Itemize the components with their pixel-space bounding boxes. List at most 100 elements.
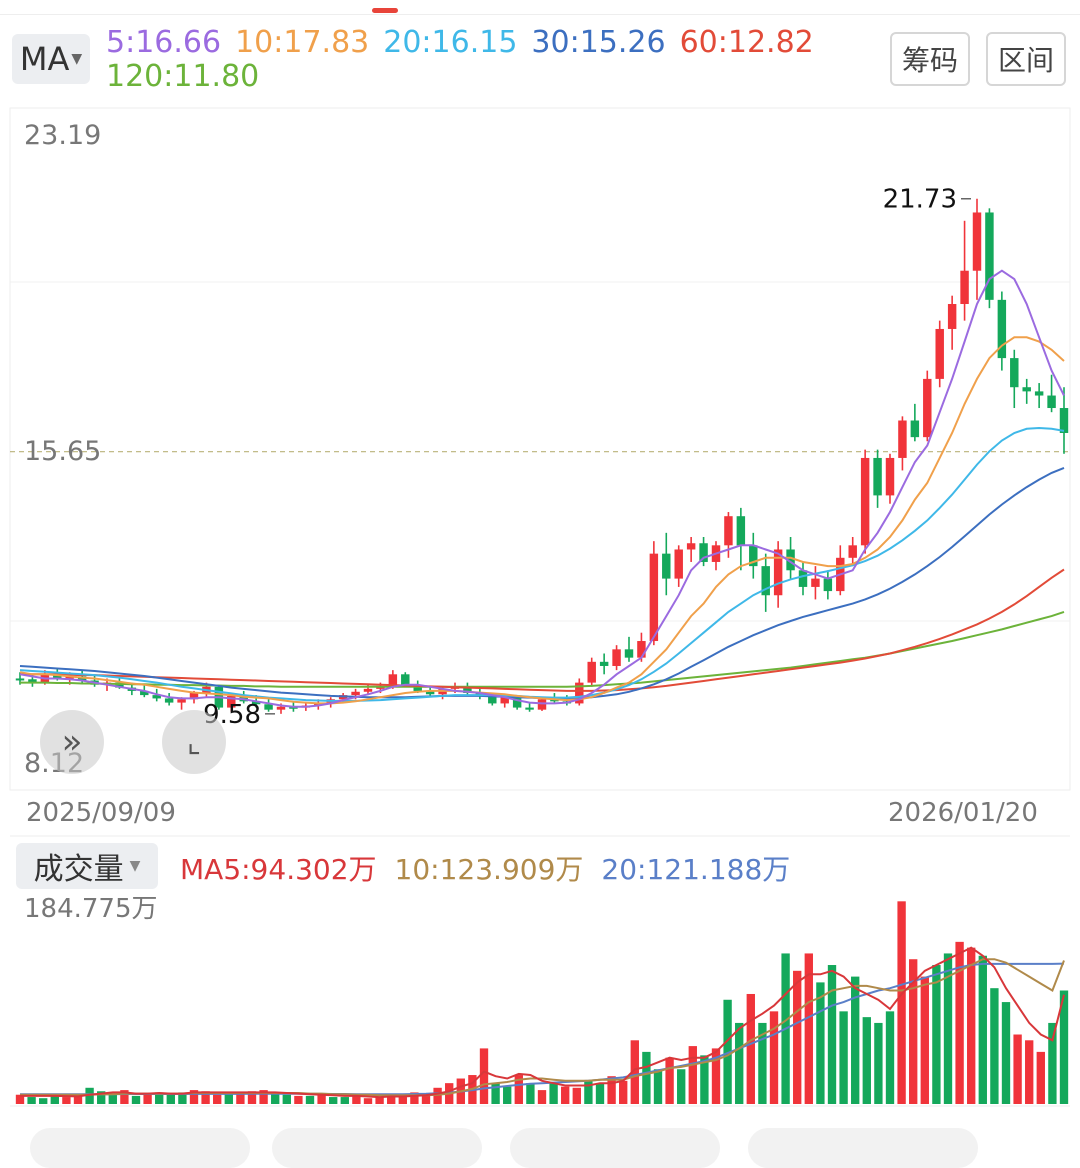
volume-bar bbox=[15, 1094, 25, 1104]
volume-bar bbox=[329, 1097, 338, 1104]
volume-bar bbox=[769, 1011, 779, 1104]
bottom-tab-1[interactable] bbox=[30, 1128, 250, 1168]
candle-body bbox=[761, 566, 770, 596]
volume-bar bbox=[27, 1097, 36, 1104]
volume-bar bbox=[978, 955, 987, 1104]
price-panel-frame bbox=[9, 107, 1071, 791]
volume-bar bbox=[213, 1094, 222, 1104]
volume-bar bbox=[874, 1022, 883, 1104]
bottom-tab-2[interactable] bbox=[272, 1128, 482, 1168]
volume-bar bbox=[410, 1092, 419, 1104]
candle-body bbox=[898, 420, 907, 458]
candle-body bbox=[599, 661, 609, 666]
bottom-tab-4[interactable] bbox=[748, 1128, 978, 1168]
volume-bar bbox=[711, 1048, 721, 1104]
candle-body bbox=[724, 516, 733, 546]
volume-bar bbox=[967, 947, 976, 1104]
vol-ma5-value: MA5:94.302万 bbox=[180, 853, 377, 886]
volume-bar bbox=[1025, 1040, 1034, 1104]
volume-bar bbox=[1059, 990, 1069, 1104]
fullscreen-icon[interactable]: ⌞ bbox=[162, 710, 226, 774]
candle-body bbox=[1047, 395, 1056, 409]
range-button[interactable]: 区间 bbox=[986, 32, 1066, 86]
volume-bar bbox=[665, 1057, 674, 1104]
candle-body bbox=[164, 698, 174, 703]
candle-body bbox=[674, 549, 683, 579]
top-divider bbox=[0, 14, 1080, 15]
volume-ma20-line bbox=[20, 962, 1065, 1096]
kline-chart[interactable]: 21.739.58 bbox=[0, 0, 1080, 1143]
volume-bar bbox=[503, 1086, 512, 1104]
candle-body bbox=[823, 578, 833, 592]
vol-ma10-value: 10:123.909万 bbox=[394, 853, 584, 886]
volume-bar bbox=[1048, 1022, 1057, 1104]
volume-bar bbox=[166, 1094, 175, 1104]
volume-bar bbox=[85, 1087, 94, 1104]
volume-bar bbox=[352, 1095, 361, 1104]
volume-bar bbox=[677, 1069, 686, 1104]
page-indicator bbox=[372, 8, 398, 13]
chevron-down-icon: ▼ bbox=[129, 858, 141, 874]
ma10-value: 10:17.83 bbox=[235, 25, 370, 60]
candle-body bbox=[699, 543, 708, 562]
volume-bar bbox=[607, 1076, 616, 1104]
candle-body bbox=[749, 545, 758, 567]
volume-bar bbox=[178, 1092, 187, 1104]
ma30-value: 30:15.26 bbox=[531, 25, 666, 60]
candle-body bbox=[637, 641, 646, 658]
price-axis-top: 23.19 bbox=[24, 120, 102, 151]
volume-bar bbox=[990, 988, 999, 1104]
volume-indicator-select[interactable]: 成交量 ▼ bbox=[16, 843, 158, 889]
candle-body bbox=[910, 420, 920, 438]
candle-body bbox=[363, 688, 373, 692]
volume-bar bbox=[619, 1080, 628, 1104]
volume-bar bbox=[653, 1069, 663, 1104]
candle-body bbox=[1034, 391, 1044, 396]
indicator-select[interactable]: MA ▼ bbox=[12, 34, 90, 84]
candle-body bbox=[152, 695, 161, 699]
volume-bar bbox=[584, 1080, 593, 1104]
volume-bar bbox=[340, 1097, 349, 1104]
date-end: 2026/01/20 bbox=[888, 798, 1038, 828]
volume-bar bbox=[1036, 1051, 1045, 1104]
candle-body bbox=[960, 270, 969, 305]
candle-body bbox=[488, 695, 497, 704]
ma10-line bbox=[19, 336, 1065, 705]
volume-bar bbox=[839, 1011, 848, 1104]
volume-legend: MA5:94.302万 10:123.909万 20:121.188万 bbox=[180, 848, 808, 888]
volume-bar bbox=[50, 1095, 59, 1104]
candle-body bbox=[811, 578, 820, 587]
expand-double-chevron-icon[interactable]: » bbox=[40, 710, 104, 774]
chevron-down-icon: ▼ bbox=[71, 51, 83, 67]
volume-bar bbox=[363, 1098, 373, 1104]
candle-body bbox=[525, 707, 534, 710]
candle-body bbox=[463, 686, 472, 694]
candle-body bbox=[985, 212, 994, 300]
ma20-line bbox=[19, 426, 1065, 702]
chips-button[interactable]: 筹码 bbox=[890, 32, 970, 86]
volume-bar bbox=[375, 1097, 384, 1104]
candle-body bbox=[227, 695, 236, 708]
volume-bar bbox=[236, 1093, 245, 1104]
candle-body bbox=[28, 679, 37, 683]
candle-body bbox=[798, 570, 808, 587]
volume-bar bbox=[537, 1090, 547, 1104]
candle-body bbox=[575, 682, 584, 704]
candle-body bbox=[947, 304, 957, 329]
candle-body bbox=[15, 678, 25, 681]
candle-body bbox=[512, 697, 522, 708]
volume-bar bbox=[317, 1094, 326, 1104]
candle-body bbox=[885, 457, 895, 496]
candle-body bbox=[500, 697, 509, 704]
ma120-value: 120:11.80 bbox=[106, 59, 260, 94]
volume-ma5-line bbox=[20, 946, 1065, 1099]
volume-bar bbox=[920, 976, 929, 1104]
volume-bar bbox=[259, 1090, 268, 1104]
volume-bar bbox=[862, 1017, 871, 1104]
volume-bar bbox=[398, 1097, 407, 1104]
candle-body bbox=[140, 690, 149, 696]
volume-bar bbox=[642, 1051, 651, 1104]
candle-body bbox=[686, 543, 696, 550]
bottom-tab-3[interactable] bbox=[510, 1128, 720, 1168]
high-price-label: 21.73 bbox=[883, 185, 957, 215]
